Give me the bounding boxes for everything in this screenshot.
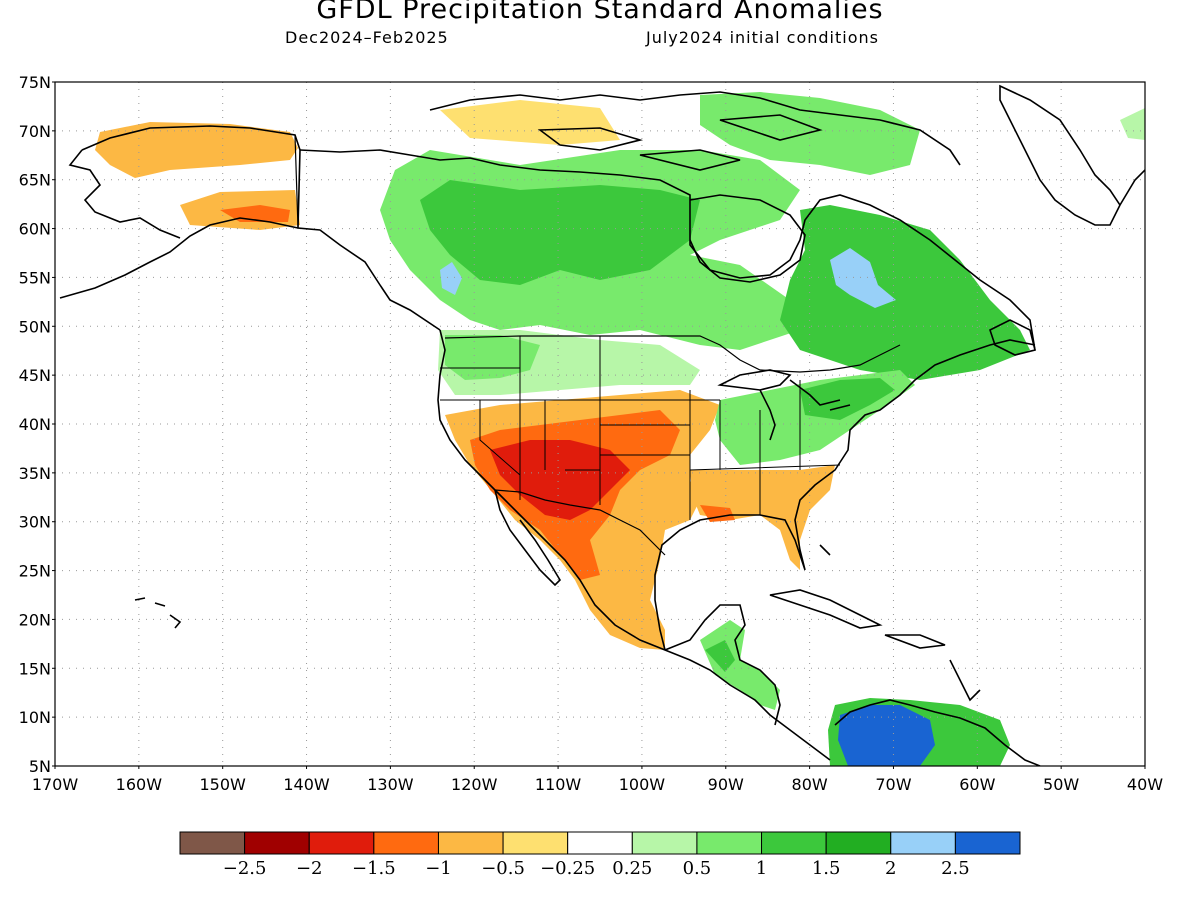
- lon-tick-label: 70W: [875, 775, 911, 794]
- coastline-south-america: [834, 699, 1041, 766]
- legend-swatch: [179, 831, 246, 855]
- coastline-canada-north: [299, 149, 1036, 351]
- lat-tick-label: 60N: [19, 220, 51, 239]
- legend-label: 1.5: [812, 858, 841, 879]
- forecast-period: Dec2024–Feb2025: [285, 28, 449, 47]
- coastline-greenland: [999, 84, 1145, 226]
- legend-label: 0.5: [683, 858, 712, 879]
- legend-swatch: [890, 831, 956, 855]
- lon-tick-label: 110W: [535, 775, 582, 794]
- lon-tick-label: 90W: [708, 775, 744, 794]
- lat-tick-label: 25N: [19, 562, 51, 581]
- legend-swatch: [696, 831, 763, 855]
- coastline-pacific: [437, 329, 831, 761]
- anomaly-quebec: [780, 205, 1030, 380]
- legend-swatch: [825, 831, 892, 855]
- lon-tick-label: 40W: [1127, 775, 1163, 794]
- lon-tick-label: 80W: [792, 775, 828, 794]
- legend-swatch: [567, 831, 633, 855]
- legend-swatch: [502, 831, 569, 855]
- anomaly-south-america-core: [838, 705, 935, 766]
- coastlines: [59, 84, 1145, 766]
- anomaly-yukon-core: [220, 205, 290, 222]
- legend-swatch: [437, 831, 504, 855]
- legend-swatch: [244, 831, 310, 855]
- legend-labels: −2.5 −2 −1.5 −1 −0.5 −0.25 0.25 0.5 1 1.5 2 2.5: [223, 858, 970, 879]
- lon-tick-label: 170W: [32, 775, 79, 794]
- border-alaska-canada: [294, 134, 299, 229]
- legend-swatch: [373, 831, 439, 855]
- latitude-labels: 75N 70N 65N 60N 55N 50N 45N 40N 35N 30N 25N 20N 15N 1…: [19, 73, 55, 776]
- anomaly-greenland-west: [700, 92, 920, 175]
- legend-colorbar: [179, 831, 1021, 855]
- lon-tick-label: 120W: [451, 775, 498, 794]
- anomaly-canada-core: [420, 180, 700, 285]
- lon-tick-label: 130W: [367, 775, 414, 794]
- anomaly-northern-canada: [440, 100, 620, 145]
- coastline-yucatan: [664, 604, 781, 726]
- anomaly-shading: [95, 92, 1145, 766]
- legend-swatch: [631, 831, 698, 855]
- legend-label: −0.25: [540, 858, 595, 879]
- lat-tick-label: 75N: [19, 73, 51, 92]
- anomaly-alaska-north: [95, 122, 298, 178]
- anomaly-greenland-east: [1120, 108, 1145, 140]
- initial-conditions: July2024 initial conditions: [646, 28, 879, 47]
- coastline-newfoundland: [989, 319, 1036, 356]
- anomaly-quebec-wet: [830, 248, 896, 308]
- legend-label: −1: [425, 858, 452, 879]
- legend-swatch: [761, 831, 827, 855]
- lon-tick-label: 100W: [619, 775, 666, 794]
- anomaly-central-america-core: [705, 640, 735, 672]
- legend-label: −2.5: [223, 858, 267, 879]
- lon-tick-label: 60W: [959, 775, 995, 794]
- legend-label: −2: [296, 858, 323, 879]
- legend-label: 1: [756, 858, 767, 879]
- lat-tick-label: 15N: [19, 659, 51, 678]
- lon-tick-label: 140W: [283, 775, 330, 794]
- lon-tick-label: 150W: [200, 775, 247, 794]
- lat-tick-label: 20N: [19, 610, 51, 629]
- border-us-mexico: [494, 489, 666, 556]
- lat-tick-label: 40N: [19, 415, 51, 434]
- coastline-caribbean: [769, 544, 981, 702]
- legend-swatch: [308, 831, 375, 855]
- coastline-hudson-bay: [689, 194, 806, 283]
- lat-tick-label: 70N: [19, 122, 51, 141]
- lat-tick-label: 45N: [19, 366, 51, 385]
- coastline-gulf-atlantic: [654, 339, 1036, 651]
- border-us-canada: [444, 335, 901, 373]
- legend-label: 2.5: [941, 858, 970, 879]
- lat-tick-label: 35N: [19, 464, 51, 483]
- coastline-arctic-islands: [429, 91, 961, 171]
- anomaly-bc-wet: [440, 262, 462, 295]
- legend-swatch: [954, 831, 1021, 855]
- legend-label: 2: [885, 858, 896, 879]
- lon-tick-label: 160W: [116, 775, 163, 794]
- anomaly-southwest-peak: [490, 440, 630, 520]
- legend-label: −0.5: [481, 858, 525, 879]
- lon-tick-label: 50W: [1043, 775, 1079, 794]
- longitude-labels: 170W 160W 150W 140W 130W 120W 110W 100W 90W 80W 70…: [32, 766, 1163, 794]
- lat-tick-label: 65N: [19, 171, 51, 190]
- legend-label: −1.5: [352, 858, 396, 879]
- coastline-hawaii: [134, 597, 182, 629]
- map-title: GFDL Precipitation Standard Anomalies: [316, 0, 884, 25]
- coastline-great-lakes: [717, 369, 851, 441]
- anomaly-northwest-core: [445, 335, 540, 380]
- lat-tick-label: 10N: [19, 708, 51, 727]
- political-borders: [294, 134, 901, 556]
- lat-tick-label: 50N: [19, 317, 51, 336]
- lat-tick-label: 5N: [29, 757, 51, 776]
- lat-tick-label: 55N: [19, 268, 51, 287]
- anomaly-northeast-core: [800, 378, 895, 420]
- legend-label: 0.25: [612, 858, 652, 879]
- state-borders: [440, 336, 841, 520]
- lat-tick-label: 30N: [19, 513, 51, 532]
- coastline-baja: [494, 489, 562, 587]
